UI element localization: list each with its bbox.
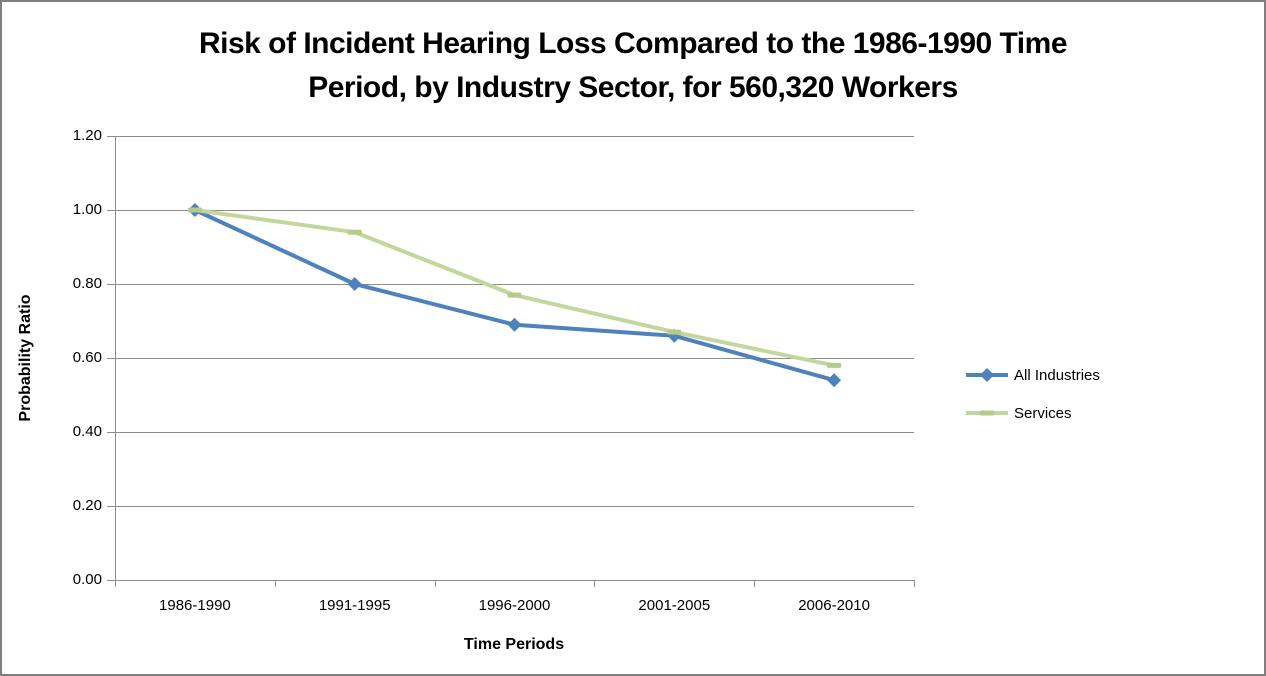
y-tick-label: 0.20 xyxy=(72,497,102,514)
marker-dash-services xyxy=(827,362,842,368)
x-tick-label: 2006-2010 xyxy=(798,597,870,614)
chart-title: Risk of Incident Hearing Loss Compared t… xyxy=(2,22,1264,110)
y-tick-label: 1.20 xyxy=(72,127,102,144)
x-tick-label: 1986-1990 xyxy=(159,597,231,614)
legend-label: All Industries xyxy=(1014,366,1100,384)
marker-dash-services xyxy=(507,292,522,298)
y-tick-label: 1.00 xyxy=(72,201,102,218)
y-tick-label: 0.40 xyxy=(72,423,102,440)
x-tick-label: 1991-1995 xyxy=(318,597,391,614)
chart-title-line-2: Period, by Industry Sector, for 560,320 … xyxy=(308,71,958,104)
y-axis-title: Probability Ratio xyxy=(17,294,34,422)
legend: All Industries Services xyxy=(965,363,1100,439)
chart-title-line-1: Risk of Incident Hearing Loss Compared t… xyxy=(198,27,1068,60)
y-tick-label: 0.00 xyxy=(72,571,102,588)
legend-label: Services xyxy=(1014,404,1072,422)
x-axis-title: Time Periods xyxy=(463,636,565,653)
y-tick-label: 0.80 xyxy=(72,275,102,292)
legend-swatch-dash-icon xyxy=(966,410,1008,416)
series-line-services xyxy=(192,208,837,368)
marker-diamond-all-industries xyxy=(507,317,522,332)
marker-dash-services xyxy=(347,229,362,235)
legend-item-services: Services xyxy=(965,401,1100,425)
marker-diamond-all-industries xyxy=(827,373,842,388)
marker-diamond-all-industries xyxy=(347,277,362,291)
x-tick-label: 2001-2005 xyxy=(638,597,711,614)
legend-swatch-diamond-icon xyxy=(966,368,1008,382)
marker-dash-services xyxy=(187,207,202,213)
marker-dash-services xyxy=(667,329,682,335)
legend-item-all-industries: All Industries xyxy=(965,363,1100,387)
x-tick-label: 1996-2000 xyxy=(478,597,551,614)
y-tick-label: 0.60 xyxy=(72,349,102,366)
